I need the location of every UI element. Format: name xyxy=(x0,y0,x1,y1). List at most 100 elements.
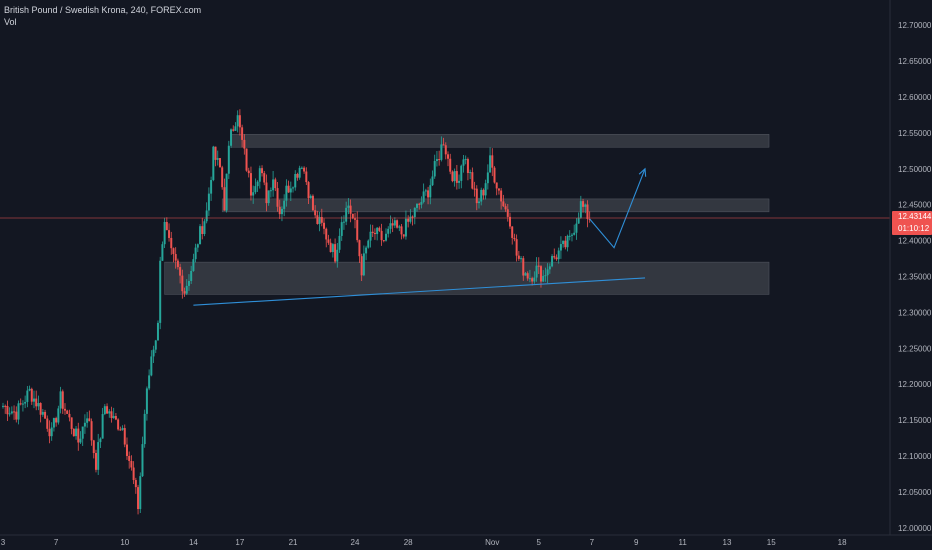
candle-body xyxy=(340,222,343,236)
candle-body xyxy=(52,418,55,428)
candle-body xyxy=(8,413,11,415)
candle-body xyxy=(586,204,589,219)
projection-path xyxy=(589,168,646,249)
trendline xyxy=(193,277,646,306)
candle-body xyxy=(345,207,348,222)
price-tick-label: 12.40000 xyxy=(898,237,932,246)
candle-body xyxy=(537,265,540,267)
candle-body xyxy=(553,256,556,258)
candle-body xyxy=(373,232,376,235)
candle-body xyxy=(442,144,445,146)
time-tick-label: 28 xyxy=(404,538,413,547)
candle-body xyxy=(471,172,474,189)
candle-body xyxy=(404,218,407,237)
candle-body xyxy=(223,187,226,211)
time-tick-label: 24 xyxy=(351,538,360,547)
time-tick-label: 15 xyxy=(767,538,776,547)
candle-body xyxy=(241,127,244,140)
candle-body xyxy=(19,403,22,405)
candle-body xyxy=(37,403,40,407)
candle-body xyxy=(493,167,496,183)
candle-body xyxy=(272,179,275,191)
candle-body xyxy=(278,206,281,215)
candle-body xyxy=(489,155,492,173)
candle-body xyxy=(108,411,111,414)
candle-body xyxy=(265,182,268,204)
candle-body xyxy=(520,258,523,260)
candle-body xyxy=(63,408,66,411)
candle-body xyxy=(161,244,164,261)
candle-body xyxy=(451,171,454,182)
candle-body xyxy=(314,210,317,216)
price-tick-label: 12.00000 xyxy=(898,524,932,533)
time-axis[interactable]: 3 7 10 14 17 21 24 28 Nov 5 7 9 11 13 15 18 xyxy=(0,534,932,547)
candle-body xyxy=(517,255,520,259)
candle-body xyxy=(369,231,372,241)
candle-body xyxy=(194,247,197,260)
candle-body xyxy=(400,226,403,235)
candle-body xyxy=(491,155,494,168)
volume-indicator-label[interactable]: Vol xyxy=(4,17,17,27)
candle-body xyxy=(210,180,213,194)
candle-body xyxy=(130,460,133,468)
candle-body xyxy=(515,239,518,256)
candle-body xyxy=(99,438,102,443)
candle-body xyxy=(101,414,104,439)
time-tick-label: 18 xyxy=(838,538,847,547)
candle-body xyxy=(579,201,582,218)
time-tick-label: 13 xyxy=(723,538,732,547)
candle-body xyxy=(141,444,144,477)
candle-body xyxy=(477,201,480,204)
candle-body xyxy=(252,192,255,196)
candle-body xyxy=(486,172,489,184)
candle-body xyxy=(81,426,84,439)
candle-body xyxy=(97,442,100,470)
candle-body xyxy=(371,231,374,233)
candle-body xyxy=(86,418,89,423)
candle-body xyxy=(152,349,155,357)
candle-body xyxy=(13,411,16,413)
symbol-title[interactable]: British Pound / Swedish Krona, 240, FORE… xyxy=(4,5,202,15)
candle-body xyxy=(438,159,441,161)
candle-body xyxy=(577,217,580,224)
candle-body xyxy=(431,176,434,186)
candle-body xyxy=(225,173,228,211)
candle-body xyxy=(396,220,399,228)
candle-body xyxy=(199,226,202,245)
candle-body xyxy=(535,265,538,278)
candle-body xyxy=(336,249,339,262)
candle-body xyxy=(44,411,47,419)
candle-body xyxy=(24,401,27,404)
candle-body xyxy=(88,418,91,422)
candle-body xyxy=(526,273,529,279)
candle-body xyxy=(221,167,224,188)
candle-body xyxy=(103,406,106,415)
candle-body xyxy=(351,213,354,219)
candle-body xyxy=(440,144,443,160)
candle-body xyxy=(418,203,421,205)
candle-body xyxy=(342,221,345,223)
candle-body xyxy=(416,203,419,208)
candle-body xyxy=(546,269,549,276)
candle-body xyxy=(562,240,565,245)
candle-body xyxy=(168,230,171,238)
candle-body xyxy=(311,195,314,211)
candle-body xyxy=(150,356,153,376)
candle-body xyxy=(435,159,438,162)
price-tick-label: 12.45000 xyxy=(898,201,932,210)
candle-body xyxy=(347,205,350,208)
price-zones xyxy=(164,134,770,295)
candle-body xyxy=(55,418,58,423)
candle-body xyxy=(190,270,193,281)
price-axis[interactable]: 12.00000 12.05000 12.10000 12.15000 12.20000… xyxy=(889,0,932,535)
candle-body xyxy=(143,413,146,445)
candle-body xyxy=(455,171,458,183)
candle-body xyxy=(230,129,233,146)
price-tick-label: 12.70000 xyxy=(898,21,932,30)
candle-body xyxy=(380,230,383,241)
candle-body xyxy=(354,218,357,220)
candle-body xyxy=(48,428,51,437)
candle-body xyxy=(192,259,195,271)
candle-body xyxy=(66,410,69,414)
